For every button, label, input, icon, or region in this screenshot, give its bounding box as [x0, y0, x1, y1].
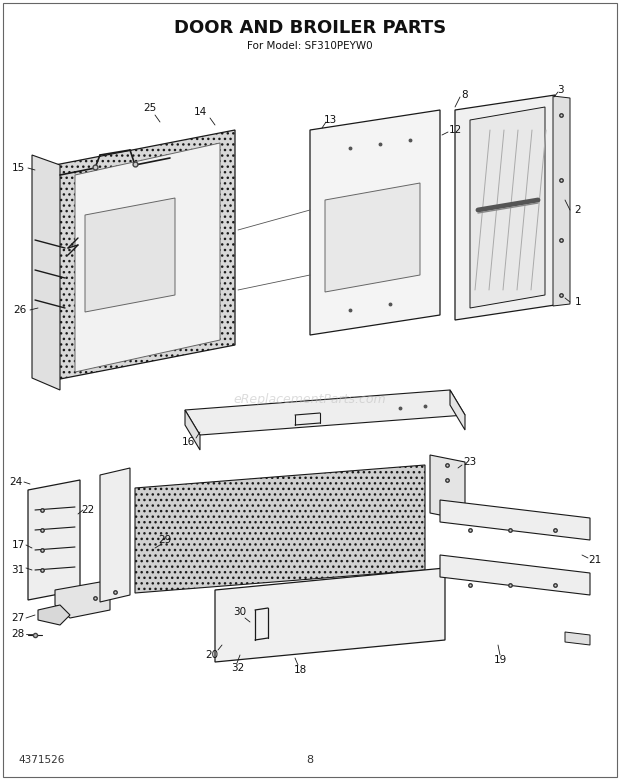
Text: 21: 21: [588, 555, 601, 565]
Text: 25: 25: [143, 103, 157, 113]
Polygon shape: [185, 410, 200, 450]
Text: 32: 32: [231, 663, 245, 673]
Text: 3: 3: [557, 85, 564, 95]
Text: 8: 8: [462, 90, 468, 100]
Text: 14: 14: [193, 107, 206, 117]
Text: 20: 20: [205, 650, 219, 660]
Polygon shape: [440, 500, 590, 540]
Polygon shape: [215, 568, 445, 662]
Polygon shape: [100, 468, 130, 602]
Text: eReplacementParts.com: eReplacementParts.com: [234, 393, 386, 406]
Polygon shape: [430, 455, 465, 520]
Text: 23: 23: [463, 457, 477, 467]
Text: 31: 31: [11, 565, 25, 575]
Polygon shape: [325, 183, 420, 292]
Text: 29: 29: [158, 535, 172, 545]
Text: 4371526: 4371526: [18, 755, 64, 765]
Polygon shape: [135, 465, 425, 593]
Polygon shape: [185, 390, 465, 435]
Polygon shape: [75, 143, 220, 372]
Polygon shape: [28, 480, 80, 600]
Text: 1: 1: [575, 297, 582, 307]
Text: 17: 17: [11, 540, 25, 550]
Text: 15: 15: [11, 163, 25, 173]
Polygon shape: [565, 632, 590, 645]
Text: 16: 16: [182, 437, 195, 447]
Text: 28: 28: [11, 629, 25, 639]
Polygon shape: [553, 96, 570, 306]
Polygon shape: [38, 605, 70, 625]
Polygon shape: [455, 95, 555, 320]
Polygon shape: [55, 582, 110, 618]
Text: DOOR AND BROILER PARTS: DOOR AND BROILER PARTS: [174, 19, 446, 37]
Text: 2: 2: [575, 205, 582, 215]
Text: 18: 18: [293, 665, 307, 675]
Text: 8: 8: [306, 755, 314, 765]
Polygon shape: [470, 107, 545, 308]
Polygon shape: [85, 198, 175, 312]
Text: 13: 13: [324, 115, 337, 125]
Text: For Model: SF310PEYW0: For Model: SF310PEYW0: [247, 41, 373, 51]
Polygon shape: [55, 130, 235, 380]
Text: 26: 26: [14, 305, 27, 315]
Text: 27: 27: [11, 613, 25, 623]
Text: 24: 24: [9, 477, 22, 487]
Text: 30: 30: [234, 607, 247, 617]
Text: 12: 12: [448, 125, 462, 135]
Polygon shape: [450, 390, 465, 430]
Polygon shape: [440, 555, 590, 595]
Polygon shape: [310, 110, 440, 335]
Text: 22: 22: [81, 505, 95, 515]
Text: 19: 19: [494, 655, 507, 665]
Polygon shape: [32, 155, 60, 390]
